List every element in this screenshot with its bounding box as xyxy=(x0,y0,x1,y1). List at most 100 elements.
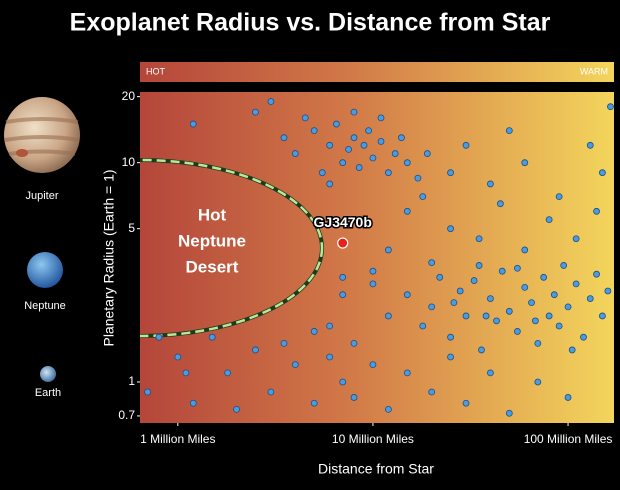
jupiter-bands xyxy=(4,117,80,156)
x-tick-label: 10 Million Miles xyxy=(332,432,414,446)
point xyxy=(419,322,427,330)
point xyxy=(384,169,392,177)
point xyxy=(568,346,576,354)
y-tick-label: 10 xyxy=(122,155,136,169)
point xyxy=(428,388,436,396)
point xyxy=(345,145,352,153)
point xyxy=(493,317,500,325)
point xyxy=(267,388,275,396)
point xyxy=(326,180,334,188)
point xyxy=(233,405,240,413)
color-bar-label: WARM xyxy=(580,66,608,76)
point xyxy=(318,169,326,177)
y-tick-label: 20 xyxy=(122,89,136,103)
point xyxy=(482,312,490,320)
point xyxy=(365,127,372,135)
point xyxy=(593,207,600,215)
point xyxy=(189,120,197,128)
point xyxy=(564,303,572,311)
earth-image xyxy=(40,366,56,382)
point xyxy=(310,399,318,407)
point xyxy=(414,174,422,182)
planet-label: Neptune xyxy=(24,300,66,312)
point xyxy=(456,287,464,295)
annotation: Hot xyxy=(198,205,227,224)
point xyxy=(604,287,612,295)
point xyxy=(403,291,411,299)
point xyxy=(310,127,318,135)
point xyxy=(555,322,563,330)
point xyxy=(462,141,470,149)
point xyxy=(586,141,594,149)
point xyxy=(369,280,377,288)
x-tick-label: 100 Million Miles xyxy=(524,432,613,446)
point xyxy=(531,317,539,325)
point xyxy=(291,150,299,157)
point xyxy=(252,346,259,354)
plot-area xyxy=(140,92,614,423)
point xyxy=(470,277,478,284)
point xyxy=(550,291,558,299)
point xyxy=(540,273,548,281)
annotation: Neptune xyxy=(178,231,246,250)
point xyxy=(513,264,521,272)
point xyxy=(310,328,318,335)
point xyxy=(252,108,259,116)
point xyxy=(572,235,580,243)
points xyxy=(144,98,614,417)
point xyxy=(599,312,606,320)
point xyxy=(339,273,347,281)
annotation: Desert xyxy=(186,257,239,276)
point xyxy=(350,394,358,401)
point xyxy=(505,409,513,417)
point xyxy=(521,159,529,167)
point xyxy=(572,280,580,288)
x-axis-label: Distance from Star xyxy=(318,461,434,477)
point xyxy=(521,246,529,254)
point xyxy=(189,399,197,407)
point xyxy=(475,262,483,269)
point xyxy=(377,114,385,122)
color-bar xyxy=(140,62,614,82)
point xyxy=(428,259,436,267)
planet-label: Earth xyxy=(35,387,61,399)
point xyxy=(450,299,458,307)
point xyxy=(326,322,334,330)
point xyxy=(513,328,521,335)
point xyxy=(326,353,334,361)
point xyxy=(586,295,594,302)
point xyxy=(339,378,347,386)
point xyxy=(144,388,151,396)
point xyxy=(447,353,454,361)
x-tick-label: 1 Million Miles xyxy=(140,432,215,446)
point xyxy=(487,180,494,188)
point xyxy=(447,333,454,341)
point xyxy=(534,378,542,386)
point xyxy=(384,405,392,413)
point xyxy=(384,312,392,320)
point xyxy=(384,246,392,254)
point xyxy=(369,267,377,275)
point xyxy=(599,169,606,177)
point xyxy=(155,333,163,341)
highlight-label: GJ3470b xyxy=(314,214,372,230)
highlight-point xyxy=(337,237,349,249)
point xyxy=(360,216,368,224)
jupiter-spot xyxy=(16,149,28,157)
point xyxy=(280,339,288,347)
point xyxy=(339,159,347,167)
point xyxy=(326,141,334,149)
point xyxy=(267,98,275,105)
point xyxy=(498,267,506,275)
point xyxy=(593,270,600,278)
point xyxy=(350,339,358,347)
point xyxy=(350,108,358,116)
point xyxy=(419,193,427,201)
point xyxy=(333,120,340,128)
point xyxy=(428,303,436,311)
point xyxy=(339,291,347,299)
point xyxy=(580,333,587,341)
point xyxy=(496,200,504,208)
point xyxy=(545,216,553,224)
